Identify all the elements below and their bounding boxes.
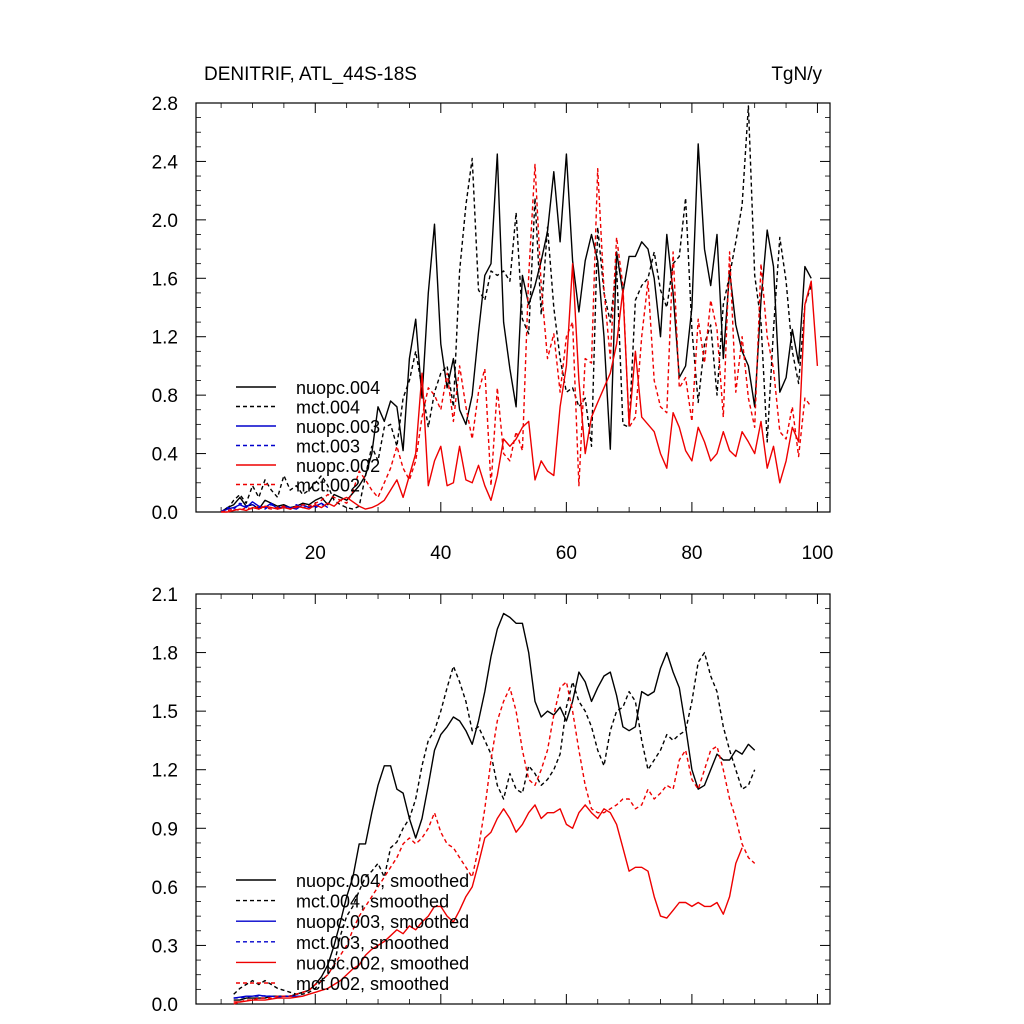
x-tick-label: 100 xyxy=(802,543,834,564)
x-tick-label: 40 xyxy=(430,543,451,564)
plot-frame xyxy=(195,102,831,513)
legend-label: nuopc.003, smoothed xyxy=(296,912,469,932)
y-tick-label: 0.3 xyxy=(152,936,178,957)
x-tick-label: 60 xyxy=(556,543,577,564)
plot-frame xyxy=(195,593,831,1005)
smoothed-panel: 0.0 0.3 0.6 0.9 1.2 1.5 1.8 2.1 nuopc.004, smoot… xyxy=(152,585,831,1016)
y-tick-label: 1.2 xyxy=(152,328,178,349)
x-tick-label: 80 xyxy=(681,543,702,564)
y-tick-label: 2.4 xyxy=(152,152,179,173)
y-tick-label: 0.4 xyxy=(152,445,179,466)
chart-title: DENITRIF, ATL_44S-18S xyxy=(204,64,417,85)
legend-label: nuopc.004 xyxy=(296,378,380,398)
series-line xyxy=(233,804,743,1003)
y-tick-label: 1.5 xyxy=(152,702,178,723)
y-tick-label: 2.0 xyxy=(152,211,178,232)
y-tick-label: 0.6 xyxy=(152,878,178,899)
series-line xyxy=(221,263,819,513)
y-tick-label: 2.8 xyxy=(152,94,178,115)
legend-label: nuopc.002 xyxy=(296,456,380,476)
legend-label: mct.004 xyxy=(296,398,360,418)
series-line xyxy=(220,163,812,513)
units-label: TgN/y xyxy=(771,64,822,85)
y-tick-label: 0.0 xyxy=(152,503,178,524)
x-tick-label: 20 xyxy=(305,543,326,564)
annual-panel: 0.0 0.4 0.8 1.2 1.6 2.0 2.4 2.8 20 40 60 80 100 nuopc… xyxy=(152,94,834,564)
y-tick-label: 0.9 xyxy=(152,819,178,840)
y-tick-label: 1.2 xyxy=(152,761,178,782)
legend-label: nuopc.004, smoothed xyxy=(296,871,469,891)
legend-label: nuopc.003 xyxy=(296,417,380,437)
legend-label: mct.003, smoothed xyxy=(296,933,449,953)
series-line xyxy=(220,143,812,513)
legend-label: mct.003 xyxy=(296,437,360,457)
series-line xyxy=(220,501,329,513)
legend-label: mct.004, smoothed xyxy=(296,892,449,912)
series-line xyxy=(233,612,756,1001)
y-tick-label: 0.0 xyxy=(152,995,178,1016)
legend-label: mct.002, smoothed xyxy=(296,974,449,994)
y-tick-label: 1.8 xyxy=(152,644,178,665)
series-line xyxy=(233,681,756,1005)
legend-label: mct.002 xyxy=(296,476,360,496)
y-tick-label: 1.6 xyxy=(152,269,178,290)
y-tick-label: 0.8 xyxy=(152,386,178,407)
legend-label: nuopc.002, smoothed xyxy=(296,953,469,973)
series-line xyxy=(220,105,812,513)
y-tick-label: 2.1 xyxy=(152,585,178,606)
